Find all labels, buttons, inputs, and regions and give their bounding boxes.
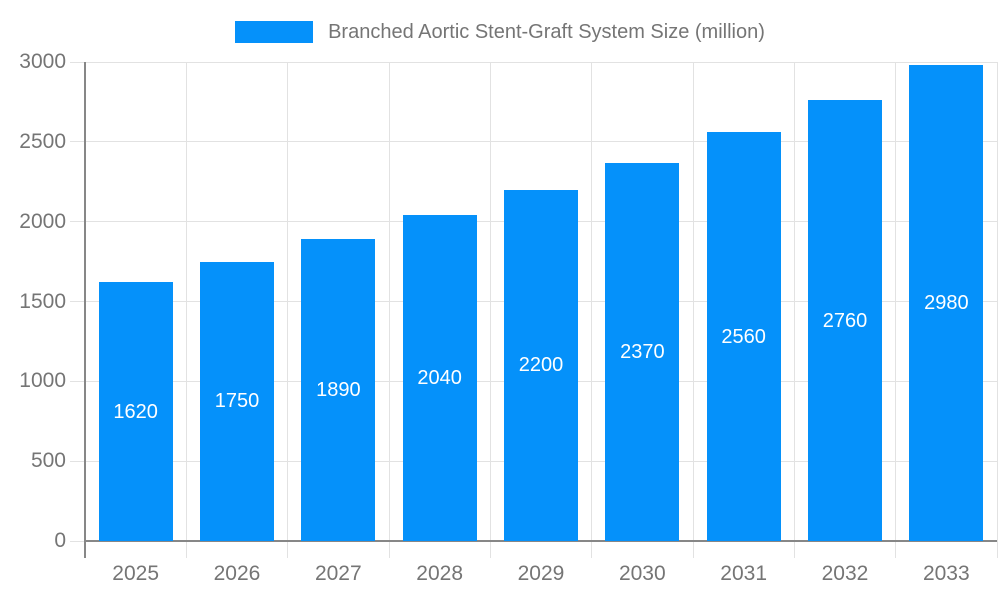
x-axis-line: [85, 540, 997, 542]
gridline-vertical: [692, 62, 694, 558]
bar-value-label: 2200: [518, 354, 564, 377]
x-axis-label: 2028: [416, 562, 464, 585]
bar-2029[interactable]: [504, 189, 578, 541]
bar-2028[interactable]: [402, 215, 477, 541]
gridline-vertical: [895, 62, 897, 558]
x-axis-label: 2026: [213, 562, 261, 585]
y-axis-line: [84, 62, 86, 558]
bar-value-label: 2980: [924, 292, 969, 315]
gridline-vertical: [996, 62, 998, 558]
y-axis-label: 3000: [19, 50, 66, 73]
x-axis-label: 2032: [821, 562, 869, 585]
y-axis-label: 500: [30, 449, 66, 473]
legend-swatch: [235, 21, 314, 43]
gridline-vertical: [287, 62, 289, 558]
bar-2027[interactable]: [301, 239, 376, 541]
gridline-horizontal: [70, 61, 997, 63]
bar-value-label: 2370: [620, 340, 665, 363]
gridline-vertical: [793, 62, 795, 558]
chart-legend: Branched Aortic Stent-Graft System Size …: [0, 20, 1000, 44]
x-axis-label: 2025: [112, 562, 160, 585]
gridline-vertical: [489, 62, 491, 558]
y-axis-label: 0: [54, 529, 66, 552]
bar-2025[interactable]: [98, 282, 173, 541]
bar-2033[interactable]: [909, 65, 984, 541]
y-axis-label: 2500: [19, 129, 66, 153]
y-axis-label: 1500: [19, 289, 66, 313]
y-axis-label: 2000: [19, 209, 66, 233]
bar-value-label: 2560: [721, 325, 766, 348]
gridline-vertical: [185, 62, 187, 558]
bar-2026[interactable]: [200, 261, 274, 541]
bar-value-label: 1750: [214, 390, 260, 413]
x-axis-label: 2030: [618, 562, 666, 585]
bar-2030[interactable]: [605, 162, 680, 541]
x-axis-label: 2029: [517, 562, 565, 585]
chart-title: Branched Aortic Stent-Graft System Size …: [328, 21, 765, 43]
gridline-horizontal: [70, 141, 997, 143]
bar-value-label: 2040: [417, 367, 462, 390]
gridline-vertical: [388, 62, 390, 558]
bar-value-label: 2760: [822, 309, 868, 332]
x-axis-label: 2031: [720, 562, 768, 585]
gridline-vertical: [591, 62, 593, 558]
bar-2032[interactable]: [808, 100, 882, 541]
bar-value-label: 1620: [113, 400, 158, 423]
bar-value-label: 1890: [316, 379, 361, 402]
y-axis-label: 1000: [19, 369, 66, 393]
x-axis-label: 2033: [922, 562, 970, 585]
bar-2031[interactable]: [706, 132, 781, 541]
x-axis-label: 2027: [314, 562, 362, 585]
